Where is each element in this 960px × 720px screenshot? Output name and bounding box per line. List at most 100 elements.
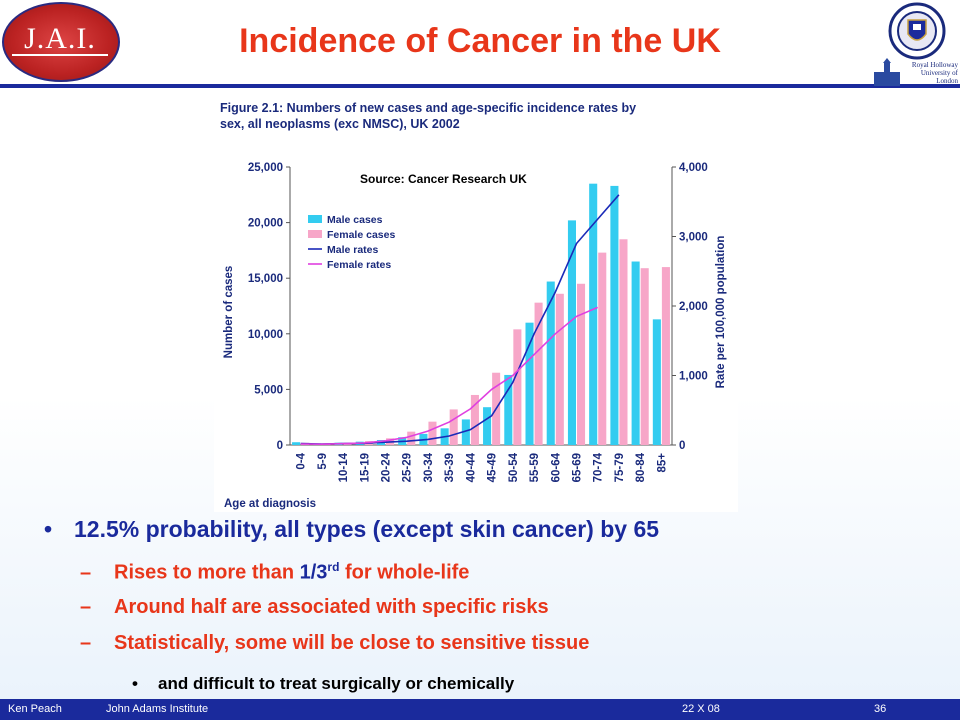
chart-title-line-2: sex, all neoplasms (exc NMSC), UK 2002 bbox=[220, 117, 460, 131]
x-tick-label: 85+ bbox=[656, 453, 668, 473]
royal-holloway-logo: Royal Holloway University of London bbox=[872, 58, 958, 88]
bar-male-cases bbox=[589, 183, 598, 445]
y-tick-label: 0 bbox=[277, 440, 283, 452]
sub2-text: Around half are associated with specific… bbox=[114, 596, 549, 618]
x-tick-label: 15-19 bbox=[359, 453, 371, 482]
chart-annotation: Source: Cancer Research UK bbox=[360, 172, 527, 186]
x-tick-label: 70-74 bbox=[593, 452, 605, 482]
bar-male-cases bbox=[292, 442, 301, 445]
dash-glyph: – bbox=[80, 632, 92, 654]
dash-glyph: – bbox=[80, 596, 92, 618]
bar-female-cases bbox=[577, 283, 586, 445]
logo-underline bbox=[12, 54, 108, 56]
slide-title: Incidence of Cancer in the UK bbox=[239, 22, 721, 60]
y-axis-label: Number of cases bbox=[223, 266, 235, 359]
footer-institute: John Adams Institute bbox=[106, 703, 209, 715]
y-tick-label: 5,000 bbox=[254, 384, 283, 396]
main-bullet-text: 12.5% probability, all types (except ski… bbox=[74, 516, 660, 542]
legend-label: Male cases bbox=[327, 214, 383, 226]
x-tick-label: 20-24 bbox=[381, 452, 393, 482]
bar-female-cases bbox=[598, 252, 607, 445]
x-tick-label: 40-44 bbox=[465, 452, 477, 482]
bar-male-cases bbox=[546, 281, 555, 445]
sub1-post: for whole-life bbox=[339, 561, 470, 584]
sub-bullet-1: – Rises to more than 1/3rd for whole-life bbox=[80, 560, 469, 585]
footer-author: Ken Peach bbox=[8, 703, 62, 715]
sub-bullet-2: – Around half are associated with specifi… bbox=[80, 596, 549, 619]
incidence-chart: Figure 2.1: Numbers of new cases and age… bbox=[214, 94, 738, 512]
bar-male-cases bbox=[652, 319, 661, 445]
chart-svg: Figure 2.1: Numbers of new cases and age… bbox=[220, 101, 727, 510]
oxford-crest-icon bbox=[888, 2, 946, 60]
y-tick-label: 20,000 bbox=[248, 218, 283, 230]
main-bullet: • 12.5% probability, all types (except sk… bbox=[44, 516, 659, 543]
y-tick-label: 15,000 bbox=[248, 273, 283, 285]
sub1-superscript: rd bbox=[327, 560, 340, 574]
footer-page: 36 bbox=[874, 703, 887, 715]
y2-tick-label: 3,000 bbox=[679, 232, 708, 244]
x-tick-label: 45-49 bbox=[487, 453, 499, 482]
legend-swatch bbox=[308, 215, 322, 223]
y2-axis-label: Rate per 100,000 population bbox=[715, 236, 727, 389]
bullet-dot: • bbox=[44, 516, 53, 542]
bar-female-cases bbox=[640, 268, 649, 445]
jai-logo: J.A.I. bbox=[2, 2, 120, 82]
x-tick-label: 30-34 bbox=[423, 452, 435, 482]
legend-label: Male rates bbox=[327, 244, 379, 256]
sub3-text: Statistically, some will be close to sen… bbox=[114, 632, 590, 654]
y2-tick-label: 1,000 bbox=[679, 371, 708, 383]
bar-female-cases bbox=[428, 421, 437, 445]
bar-male-cases bbox=[610, 185, 619, 445]
y-tick-label: 10,000 bbox=[248, 329, 283, 341]
x-tick-label: 10-14 bbox=[338, 452, 350, 482]
bar-male-cases bbox=[631, 261, 640, 445]
bar-male-cases bbox=[525, 322, 534, 445]
bar-female-cases bbox=[534, 302, 543, 445]
y2-tick-label: 2,000 bbox=[679, 301, 708, 313]
x-tick-label: 60-64 bbox=[550, 452, 562, 482]
logo-oval bbox=[2, 2, 120, 82]
chart-title-line-1: Figure 2.1: Numbers of new cases and age… bbox=[220, 101, 636, 115]
royal-holloway-name: Royal Holloway University of London bbox=[911, 61, 958, 85]
building-icon bbox=[874, 58, 900, 86]
x-tick-label: 35-39 bbox=[444, 453, 456, 482]
bar-male-cases bbox=[567, 220, 576, 445]
sub3-detail-text: and difficult to treat surgically or che… bbox=[158, 674, 515, 693]
bar-male-cases bbox=[504, 374, 513, 445]
x-tick-label: 5-9 bbox=[317, 453, 329, 470]
sub1-highlight: 1/3 bbox=[299, 561, 328, 584]
sub-bullet-3: – Statistically, some will be close to se… bbox=[80, 632, 589, 655]
x-tick-label: 80-84 bbox=[635, 452, 647, 482]
logo-text: J.A.I. bbox=[24, 22, 96, 55]
x-tick-label: 50-54 bbox=[508, 452, 520, 482]
bar-female-cases bbox=[661, 267, 670, 445]
x-tick-label: 65-69 bbox=[572, 453, 584, 482]
y-tick-label: 25,000 bbox=[248, 162, 283, 174]
sub-sub-bullet: • and difficult to treat surgically or ch… bbox=[132, 674, 514, 694]
bar-female-cases bbox=[449, 409, 458, 445]
legend-label: Female cases bbox=[327, 229, 395, 241]
sub1-pre: Rises to more than bbox=[114, 561, 300, 584]
y2-tick-label: 0 bbox=[679, 440, 685, 452]
bar-male-cases bbox=[461, 419, 470, 445]
x-tick-label: 55-59 bbox=[529, 453, 541, 482]
legend-swatch bbox=[308, 230, 322, 238]
x-tick-label: 25-29 bbox=[402, 453, 414, 482]
bar-female-cases bbox=[470, 394, 479, 445]
bullet-dot: • bbox=[132, 674, 138, 693]
line-female-rates bbox=[300, 306, 599, 446]
bar-female-cases bbox=[619, 239, 628, 445]
title-rule bbox=[0, 84, 960, 88]
x-tick-label: 0-4 bbox=[296, 452, 308, 469]
footer-date: 22 X 08 bbox=[682, 703, 720, 715]
y2-tick-label: 4,000 bbox=[679, 162, 708, 174]
x-axis-label: Age at diagnosis bbox=[224, 498, 316, 510]
bar-female-cases bbox=[407, 431, 416, 445]
x-tick-label: 75-79 bbox=[614, 453, 626, 482]
bar-male-cases bbox=[483, 407, 492, 445]
bar-female-cases bbox=[513, 329, 522, 445]
legend-label: Female rates bbox=[327, 259, 391, 271]
dash-glyph: – bbox=[80, 561, 92, 584]
footer-bar: Ken Peach John Adams Institute 22 X 08 3… bbox=[0, 699, 960, 720]
bar-female-cases bbox=[555, 293, 564, 445]
